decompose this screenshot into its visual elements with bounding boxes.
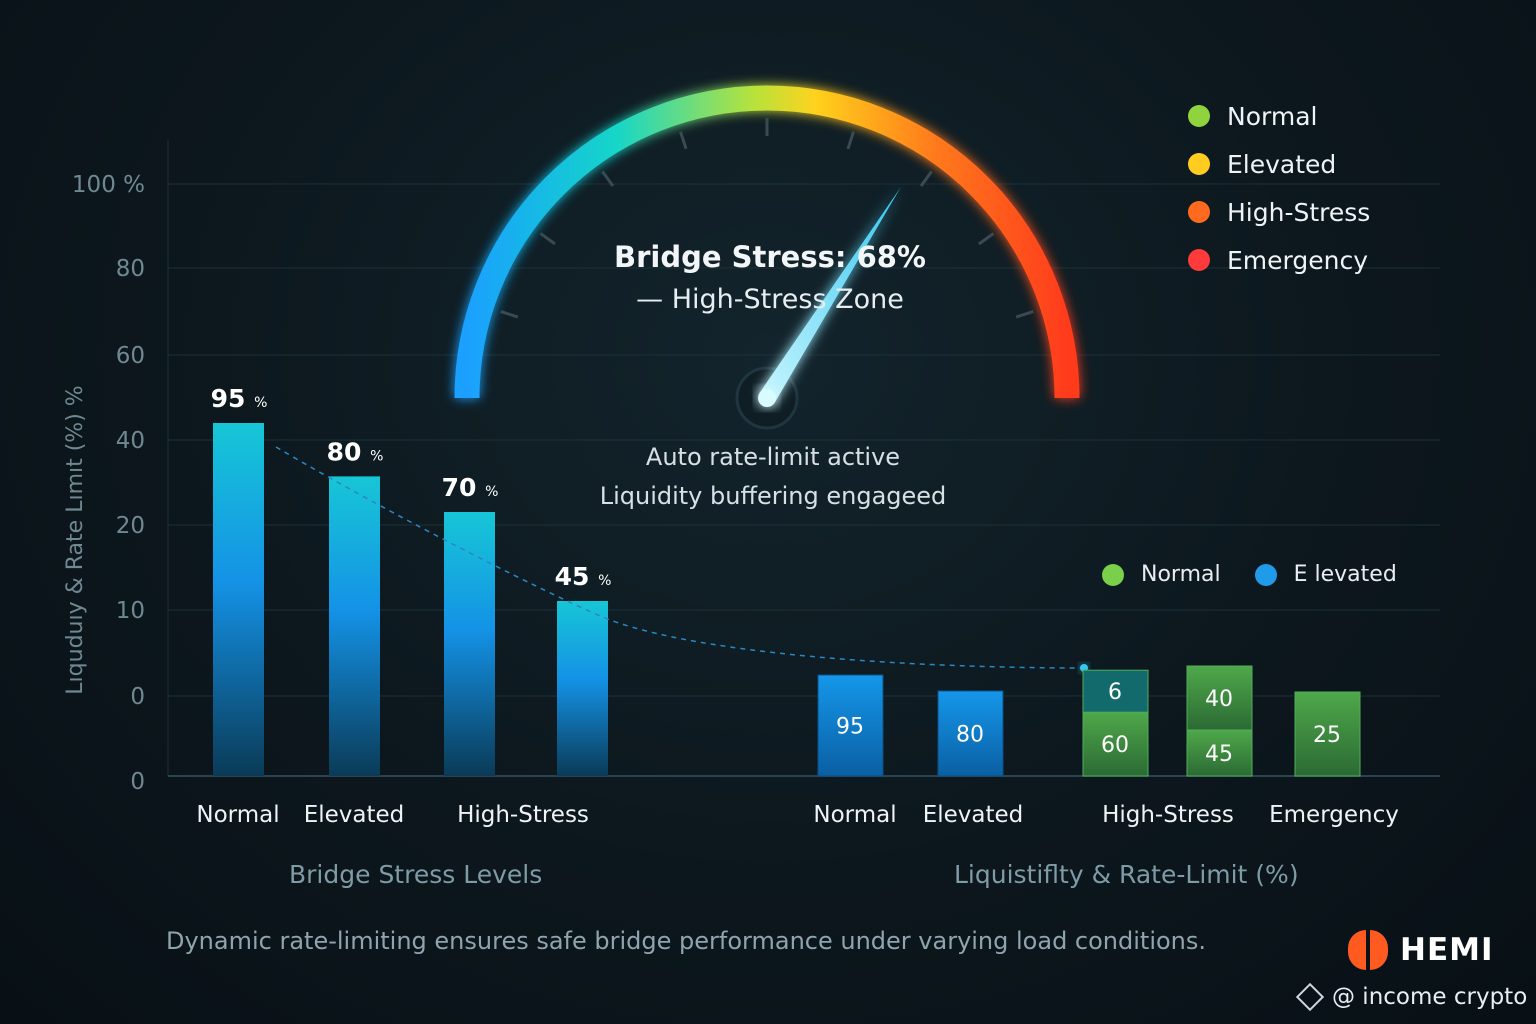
gauge-subtitle: — High-Stress Zone [636,284,904,315]
gauge-tick [1015,310,1034,319]
x-tick-label: Elevated [304,802,405,828]
x-tick-label: High-Stress [457,802,589,828]
bar-segment-label: 95 [836,715,864,740]
handle-text: @ income crypto [1332,984,1528,1010]
bar-value-label: 80 % [327,437,384,466]
legend-item-emergency: Emergency [1188,236,1370,284]
y-tick-label: 100 % [72,172,145,198]
legend-dot [1188,153,1210,175]
x-axis-title-left: Bridge Stress Levels [289,860,543,889]
gauge-tick [919,170,933,187]
gauge-tick [539,232,556,246]
y-tick-label: 0 [130,684,145,710]
x-tick-label: Emergency [1269,802,1399,828]
gauge-tick [601,170,615,187]
y-axis-title: Lıquduıy & Rate Lımıt (%) % [63,385,88,694]
bar-value-label: 95 % [211,384,268,413]
gauge-needle-base [758,389,776,407]
y-tick-label: 60 [116,343,145,369]
x-tick-label: High-Stress [1102,802,1234,828]
gauge-tick [846,131,855,150]
legend-item-normal: Normal [1102,562,1221,587]
gauge-needle-shape [759,186,901,403]
stress-gauge [454,85,1080,430]
y-tick-label: 40 [116,428,145,454]
legend-label: Emergency [1227,245,1369,275]
legend-dot [1102,563,1124,586]
bar-value-label: 70 % [442,473,499,502]
bar-segment [1082,711,1149,777]
bar-segment-label: 25 [1313,723,1341,748]
brand-logo: HEMI [1348,930,1494,970]
hemi-logo-icon [1348,930,1388,970]
legend-item-high-stress: High-Stress [1188,188,1370,236]
stacked-bar-legend: Normal E levated [1102,562,1431,587]
legend-label: E levated [1293,562,1397,587]
bar-segment-label: 6 [1108,680,1122,705]
gauge-legend: Normal Elevated High-Stress Emergency [1188,92,1370,284]
bar-segment [1294,691,1361,777]
y-tick-label: 80 [116,256,145,282]
gauge-tick [679,131,688,150]
gauge-title: Bridge Stress: 68% [614,240,926,274]
bar [557,601,608,776]
legend-label: Elevated [1227,149,1337,179]
trend-line [275,446,1083,669]
bar [213,423,264,776]
chart-caption: Dynamic rate-limiting ensures safe bridg… [166,927,1207,955]
bar-segment-label: 80 [956,722,984,747]
right-bar-series: 95 80 60 6 45 40 25 [817,665,1361,777]
bar-segment [937,690,1004,777]
legend-item-normal: Normal [1188,92,1370,140]
status-note: Auto rate-limit active [645,443,901,471]
bar-segment-label: 40 [1205,687,1233,712]
bar [444,512,495,776]
x-tick-label: Normal [196,802,279,828]
left-bar-series: 95 % 80 % 70 % 45 % [211,384,612,776]
y-tick-label: 0 [130,769,145,795]
legend-dot [1188,105,1210,127]
gauge-tick [978,232,995,246]
bar-segment [1186,729,1253,777]
status-note: Liquidity buffering engageed [599,482,947,510]
bar [329,476,380,776]
bar-segment-label: 60 [1101,733,1129,758]
brand-name: HEMI [1400,932,1494,968]
legend-label: Normal [1227,101,1318,131]
y-tick-labels: 100 % 80 60 40 20 10 0 0 [72,172,145,795]
bar-segment [817,674,884,777]
legend-dot [1188,201,1210,223]
bar-segment [1082,669,1149,713]
legend-dot [1188,249,1210,271]
legend-label: Normal [1141,562,1221,587]
x-axis-title-right: Liquistiflty & Rate-Limit (%) [954,860,1299,889]
diamond-icon [1295,982,1325,1012]
author-handle: @ income crypto [1295,982,1528,1012]
x-tick-label: Elevated [923,802,1024,828]
legend-label: High-Stress [1227,197,1371,227]
legend-item-elevated: E levated [1254,562,1397,587]
gauge-needle [735,186,901,430]
bar-value-label: 45 % [555,562,612,591]
legend-item-elevated: Elevated [1188,140,1370,188]
gauge-arc [454,85,1080,399]
gauge-tick [500,310,519,319]
gauge-ticks [500,118,1034,319]
bar-segment-label: 45 [1205,742,1233,767]
y-tick-label: 10 [116,598,145,624]
x-category-labels: Normal Elevated High-Stress Normal Eleva… [196,802,1398,828]
bar-segment [1186,665,1253,731]
x-tick-label: Normal [813,802,896,828]
y-tick-label: 20 [116,513,145,539]
legend-dot [1254,563,1277,586]
